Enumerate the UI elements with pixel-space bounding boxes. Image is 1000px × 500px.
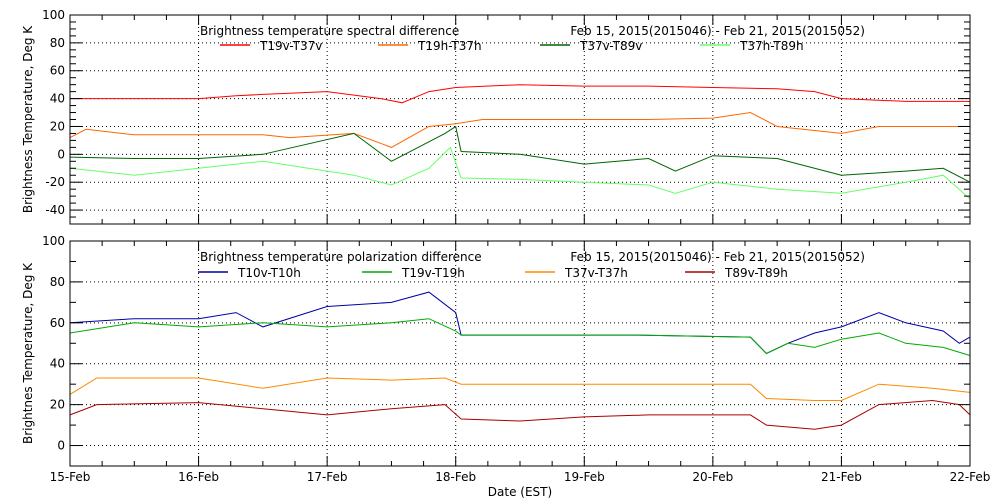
y-tick-label: 60 <box>50 316 65 330</box>
panel-2: 100 80 60 40 20 0 Brightnes Temperature, Deg K… <box>21 234 971 467</box>
y-axis-label: Brightness Temperature, Deg K <box>21 25 35 213</box>
date-range: Feb 15, 2015(2015046) - Feb 21, 2015(201… <box>570 24 865 38</box>
legend-label: T89v-T89h <box>724 266 788 280</box>
date-range: Feb 15, 2015(2015046) - Feb 21, 2015(201… <box>570 250 865 264</box>
x-tick-label: 20-Feb <box>692 470 733 484</box>
y-tick-label: 100 <box>42 8 65 22</box>
series-line-T89v-T89h <box>69 399 971 430</box>
x-axis-label: Date (EST) <box>488 485 552 499</box>
x-tick-label: 19-Feb <box>564 470 605 484</box>
x-tick-label: 17-Feb <box>307 470 348 484</box>
x-tick-label: 15-Feb <box>50 470 91 484</box>
legend-label: T19v-T37v <box>259 39 322 53</box>
series-line-T19v-T19h <box>69 318 971 356</box>
y-tick-label: 20 <box>50 119 65 133</box>
series-line-T37v-T89v <box>69 125 971 183</box>
y-tick-label: 60 <box>50 64 65 78</box>
legend: T19v-T37v T19h-T37h T37v-T89v T37h-T89h <box>220 39 804 53</box>
chart-title: Brightness temperature polarization diff… <box>200 250 482 264</box>
legend: T10v-T10h T19v-T19h T37v-T37h T89v-T89h <box>198 266 788 280</box>
y-tick-label: 20 <box>50 398 65 412</box>
y-tick-label: 80 <box>50 36 65 50</box>
panel-1: 100 80 60 40 20 0 -20 -40 Brightness Temperature… <box>21 8 971 225</box>
series-line-T19v-T37v <box>70 84 970 104</box>
y-tick-label: 80 <box>50 275 65 289</box>
x-tick-label: 22-Feb <box>950 470 991 484</box>
y-axis-label: Brightnes Temperature, Deg K <box>21 262 35 444</box>
series-line-T37h-T89h <box>69 146 971 200</box>
y-tick-label: 40 <box>50 92 65 106</box>
series-line-T37v-T37h <box>69 377 971 401</box>
series-line-T19h-T37h <box>69 111 970 148</box>
legend-label: T37h-T89h <box>739 39 804 53</box>
chart-title: Brightness temperature spectral differen… <box>200 24 459 38</box>
y-tick-label: 0 <box>57 439 65 453</box>
y-tick-label: 100 <box>42 234 65 248</box>
legend-label: T37v-T37h <box>564 266 628 280</box>
y-tick-label: 0 <box>57 147 65 161</box>
x-tick-label: 18-Feb <box>435 470 476 484</box>
legend-label: T19v-T19h <box>401 266 465 280</box>
y-tick-label: 40 <box>50 357 65 371</box>
plot-frame <box>69 240 971 467</box>
x-tick-label: 16-Feb <box>178 470 219 484</box>
legend-label: T37v-T89v <box>579 39 642 53</box>
legend-label: T10v-T10h <box>237 266 301 280</box>
legend-label: T19h-T37h <box>417 39 482 53</box>
y-tick-label: -20 <box>45 175 65 189</box>
x-tick-label: 21-Feb <box>821 470 862 484</box>
y-tick-label: -40 <box>45 203 65 217</box>
